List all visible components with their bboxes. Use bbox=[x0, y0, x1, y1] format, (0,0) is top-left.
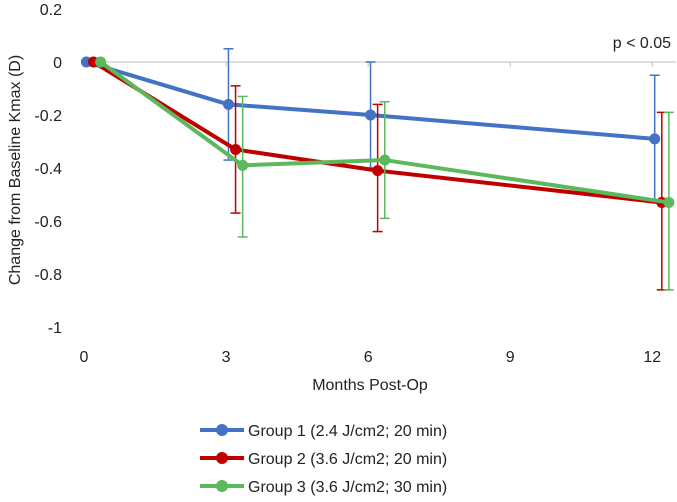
data-point bbox=[649, 133, 661, 145]
x-tick-label: 6 bbox=[364, 349, 373, 366]
data-point bbox=[95, 56, 107, 68]
p-value-annotation: p < 0.05 bbox=[613, 35, 671, 52]
y-tick-label: -0.2 bbox=[34, 108, 62, 125]
data-point bbox=[379, 154, 391, 166]
legend-swatch-marker bbox=[216, 480, 228, 492]
legend: Group 1 (2.4 J/cm2; 20 min) Group 2 (3.6 … bbox=[200, 423, 447, 496]
legend-label: Group 3 (3.6 J/cm2; 30 min) bbox=[248, 479, 447, 496]
data-point bbox=[222, 98, 234, 110]
y-axis-label: Change from Baseline Kmax (D) bbox=[7, 55, 24, 285]
x-tick-label: 0 bbox=[80, 349, 89, 366]
data-point bbox=[237, 159, 249, 171]
legend-label: Group 1 (2.4 J/cm2; 20 min) bbox=[248, 423, 447, 440]
x-axis-ticks: 0 3 6 9 12 bbox=[80, 62, 661, 366]
legend-swatch-marker bbox=[216, 452, 228, 464]
x-axis-label: Months Post-Op bbox=[312, 377, 428, 394]
series-line bbox=[99, 60, 670, 205]
y-tick-label: -0.6 bbox=[34, 214, 62, 231]
series-line bbox=[85, 60, 655, 141]
series-layer bbox=[80, 48, 675, 291]
legend-swatch-marker bbox=[216, 424, 228, 436]
series-line bbox=[92, 60, 663, 205]
data-point bbox=[372, 165, 384, 177]
x-tick-label: 12 bbox=[643, 349, 661, 366]
legend-label: Group 2 (3.6 J/cm2; 20 min) bbox=[248, 451, 447, 468]
y-tick-label: 0.2 bbox=[40, 2, 62, 19]
data-point bbox=[230, 143, 242, 155]
y-axis-ticks: 0.2 0 -0.2 -0.4 -0.6 -0.8 -1 bbox=[34, 2, 62, 337]
x-tick-label: 3 bbox=[222, 349, 231, 366]
y-tick-label: -0.8 bbox=[34, 267, 62, 284]
series-group bbox=[87, 56, 668, 291]
x-tick-label: 9 bbox=[506, 349, 515, 366]
y-tick-label: 0 bbox=[53, 55, 62, 72]
data-point bbox=[365, 109, 377, 121]
y-tick-label: -1 bbox=[48, 320, 62, 337]
y-tick-label: -0.4 bbox=[34, 161, 62, 178]
series-group bbox=[95, 56, 675, 291]
data-point bbox=[663, 196, 675, 208]
series-group bbox=[80, 48, 661, 204]
